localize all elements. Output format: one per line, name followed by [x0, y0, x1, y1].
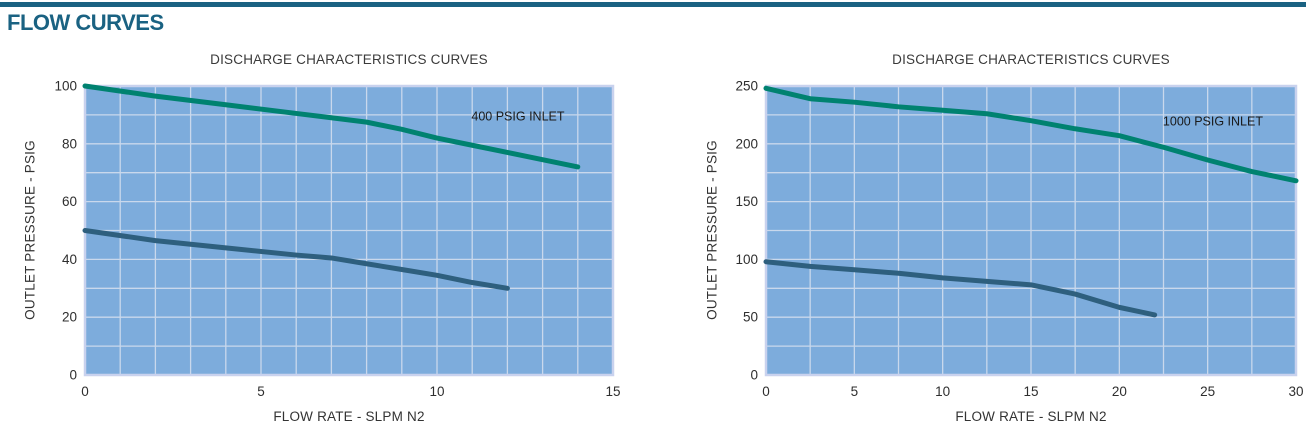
- x-tick-label: 0: [81, 384, 89, 399]
- x-tick-label: 15: [1023, 384, 1038, 399]
- x-axis-title: FLOW RATE - SLPM N2: [955, 409, 1107, 424]
- y-tick-label: 0: [69, 368, 77, 383]
- y-tick-label: 0: [750, 368, 758, 383]
- x-tick-label: 10: [429, 384, 444, 399]
- y-tick-label: 50: [743, 310, 758, 325]
- x-tick-label: 20: [1112, 384, 1127, 399]
- y-tick-label: 200: [735, 136, 758, 151]
- curve-400-psig-inlet: [82, 83, 581, 170]
- y-tick-label: 100: [735, 252, 758, 267]
- plot-canvas: 1000 PSIG INLET 0 50 100 150 200 250 0 5 10 15 20 25…: [735, 79, 1303, 400]
- chart-title: DISCHARGE CHARACTERISTICS CURVES: [892, 52, 1170, 67]
- series-annotation: 400 PSIG INLET: [471, 110, 564, 124]
- x-tick-label: 5: [257, 384, 265, 399]
- y-tick-label: 80: [62, 136, 77, 151]
- x-tick-label: 10: [935, 384, 950, 399]
- x-axis-title: FLOW RATE - SLPM N2: [273, 409, 425, 424]
- x-tick-label: 5: [851, 384, 859, 399]
- curve-1000-psig-inlet: [763, 85, 1299, 184]
- y-tick-label: 60: [62, 194, 77, 209]
- curve-lower-outlet-setting: [763, 259, 1158, 318]
- x-tick-label: 30: [1288, 384, 1303, 399]
- x-tick-label: 0: [762, 384, 770, 399]
- y-tick-label: 40: [62, 252, 77, 267]
- x-tick-label: 15: [605, 384, 620, 399]
- y-tick-label: 100: [54, 79, 77, 94]
- series-annotation: 1000 PSIG INLET: [1163, 114, 1263, 128]
- curve-lower-outlet-setting: [82, 228, 510, 291]
- x-tick-label: 25: [1200, 384, 1215, 399]
- chart-title: DISCHARGE CHARACTERISTICS CURVES: [210, 52, 488, 67]
- y-tick-label: 150: [735, 194, 758, 209]
- y-tick-label: 250: [735, 79, 758, 94]
- plot-canvas: 400 PSIG INLET 0 20 40 60 80 100 0 5 10 15: [54, 79, 620, 400]
- top-rule-bar: [0, 2, 1306, 7]
- page-title: FLOW CURVES: [7, 10, 164, 35]
- y-tick-label: 20: [62, 310, 77, 325]
- plot-border: [764, 84, 1298, 377]
